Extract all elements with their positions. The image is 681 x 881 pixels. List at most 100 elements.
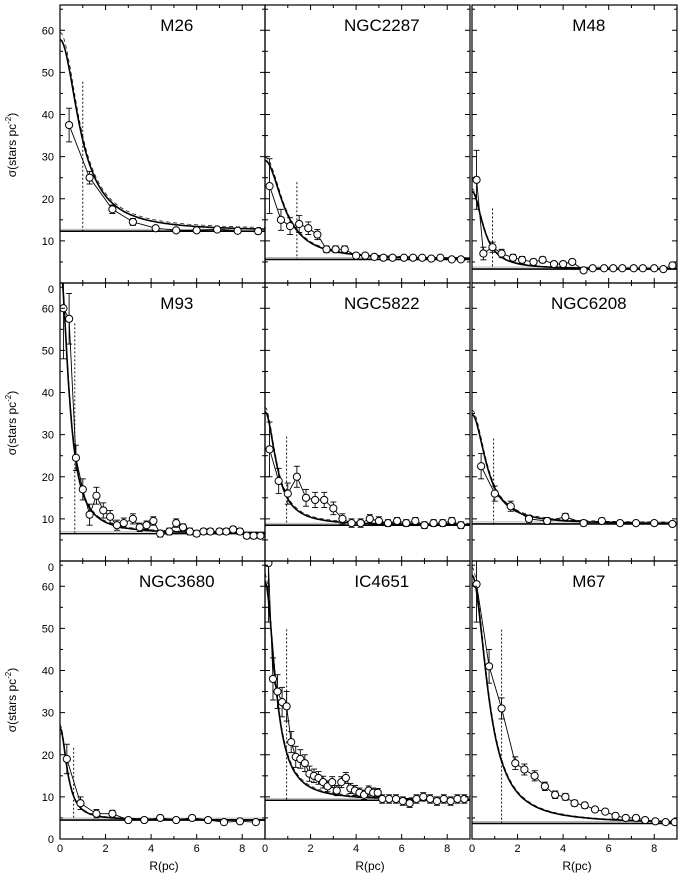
data-point <box>370 252 379 261</box>
data-point <box>213 225 222 234</box>
data-point <box>85 173 94 182</box>
data-point <box>561 512 570 521</box>
data-point <box>402 518 411 528</box>
data-point <box>588 264 597 273</box>
data-point <box>378 794 387 804</box>
profile-fit-curve <box>472 413 677 525</box>
data-point <box>506 502 515 511</box>
data-point <box>426 794 435 804</box>
data-point <box>490 489 499 498</box>
plot-area-ngc3680 <box>60 723 265 827</box>
data-point <box>405 799 414 808</box>
data-point <box>638 264 647 273</box>
panel-m93: 10 20 30 40 50 60 0 M93 <box>42 282 266 574</box>
data-point <box>311 495 320 505</box>
y-tick-label: 60 <box>42 581 54 593</box>
data-point <box>670 818 677 827</box>
data-point <box>508 253 518 262</box>
y-tick-label: 40 <box>42 110 54 122</box>
x-tick-label: 8 <box>444 843 450 855</box>
y-tick-label: 0 <box>48 284 54 296</box>
data-point <box>438 518 447 528</box>
y-tick-label: 10 <box>42 514 54 526</box>
data-point <box>439 794 448 804</box>
data-point <box>331 245 340 254</box>
y-axis-label-row-1: σ(stars pc-2) <box>4 113 19 178</box>
data-point <box>420 521 429 530</box>
data-point <box>185 527 194 536</box>
data-point <box>398 796 407 806</box>
x-tick-label: 6 <box>194 843 200 855</box>
data-point <box>292 472 301 481</box>
data-point <box>631 518 641 528</box>
data-point <box>92 809 101 818</box>
data-point <box>365 514 374 523</box>
data-point <box>219 818 229 827</box>
data-point <box>140 815 149 825</box>
panel-ngc5822: NGC5822 <box>264 282 471 562</box>
data-point <box>274 476 283 486</box>
data-point <box>242 531 251 540</box>
data-point <box>313 230 322 239</box>
data-point <box>268 674 278 684</box>
x-tick-label: 6 <box>399 843 405 855</box>
data-point <box>192 226 201 235</box>
y-tick-label: 50 <box>42 67 54 79</box>
data-point <box>85 510 94 519</box>
x-tick-label: 0 <box>57 843 63 855</box>
data-point <box>399 253 409 262</box>
y-tick-label: 40 <box>42 388 54 400</box>
y-tick-label: 50 <box>42 345 54 357</box>
data-point <box>106 512 115 521</box>
data-point <box>511 759 520 768</box>
x-axis-label-col-3: R(pc) <box>562 859 591 873</box>
data-point <box>538 255 547 264</box>
panel-m26: 10 20 30 40 50 60 0 M26 <box>42 4 266 296</box>
data-point <box>192 529 201 538</box>
panel-ngc6208: NGC6208 <box>471 282 678 562</box>
data-point <box>356 518 365 528</box>
profile-fit-uncertainty-curve <box>265 156 470 259</box>
data-point <box>99 506 108 515</box>
data-point <box>295 219 304 229</box>
data-point <box>447 255 456 264</box>
data-point <box>408 253 418 262</box>
data-point <box>579 518 588 528</box>
data-point <box>338 514 347 523</box>
plot-area-m48 <box>472 149 677 275</box>
panel-title-ngc5822: NGC5822 <box>344 294 420 313</box>
data-point <box>65 314 74 323</box>
profile-fit-curve <box>60 38 265 230</box>
x-tick-label: 4 <box>148 843 154 855</box>
data-point <box>328 778 337 787</box>
data-point <box>203 815 213 825</box>
plot-area-m93 <box>60 283 265 540</box>
data-connecting-line <box>476 179 673 271</box>
data-point <box>273 687 282 696</box>
data-point <box>393 516 402 526</box>
panel-m67: 0 2 4 6 8 M67 <box>469 560 678 855</box>
data-point <box>352 251 361 260</box>
panel-frame <box>471 282 678 562</box>
y-tick-label: 60 <box>42 25 54 37</box>
data-point <box>391 794 401 804</box>
data-point <box>621 813 630 823</box>
x-tick-label: 4 <box>353 843 359 855</box>
data-point <box>609 264 618 273</box>
data-point <box>172 815 181 825</box>
data-point <box>235 817 245 826</box>
y-axis-label-row-3: σ(stars pc-2) <box>4 668 19 733</box>
data-point <box>329 504 338 513</box>
data-point <box>601 807 610 816</box>
plot-area-ngc6208 <box>472 409 677 529</box>
y-tick-label: 20 <box>42 750 54 762</box>
data-point <box>568 257 577 267</box>
panel-frame <box>264 560 471 840</box>
x-tick-label: 8 <box>239 843 245 855</box>
data-point <box>629 264 638 273</box>
data-point <box>254 227 263 236</box>
plot-area-ngc2287 <box>265 156 470 264</box>
data-point <box>341 773 350 783</box>
data-point <box>282 702 291 711</box>
y-tick-label: 0 <box>48 562 54 574</box>
